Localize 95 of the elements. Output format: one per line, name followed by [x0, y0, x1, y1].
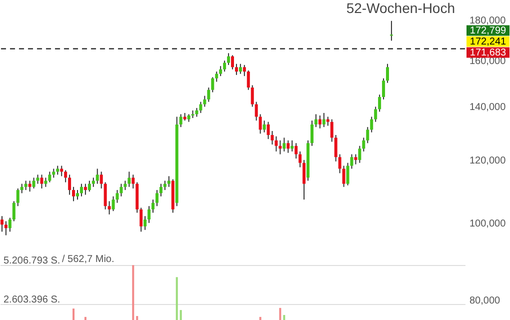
candlestick [36, 174, 40, 184]
candlestick [227, 52, 230, 66]
candlestick [44, 177, 48, 188]
ref-line-label: 52-Wochen-Hoch [346, 0, 455, 16]
candlestick [203, 95, 206, 108]
candlestick [84, 183, 87, 196]
candlestick [246, 70, 250, 90]
candlestick [72, 186, 76, 202]
candlestick [274, 136, 278, 152]
candlestick [12, 200, 16, 222]
candlestick [155, 190, 158, 207]
candlestick [386, 63, 389, 84]
text: 171,683 [470, 48, 507, 58]
candlestick [390, 20, 393, 42]
candlestick [370, 116, 374, 133]
candlestick [250, 84, 254, 108]
y2-tick-label: 2.603.396 S. [4, 294, 60, 306]
candlestick [318, 114, 322, 129]
candlestick [366, 126, 370, 144]
candlestick [223, 60, 226, 72]
candlestick [108, 200, 111, 215]
candlestick [374, 106, 378, 122]
candlestick [92, 177, 95, 188]
candlestick [294, 142, 298, 160]
candlestick [167, 176, 170, 188]
candlestick [132, 174, 135, 189]
candlestick [207, 87, 210, 102]
candlestick [378, 94, 382, 112]
y-tick-label: 140,000 [470, 102, 506, 114]
candlestick [159, 183, 162, 197]
candlestick [104, 182, 107, 210]
candlestick [8, 217, 12, 232]
candlestick [32, 177, 36, 189]
candlestick [179, 114, 182, 128]
candlestick [148, 206, 151, 224]
candlestick [199, 101, 202, 114]
candlestick [211, 76, 214, 93]
candlestick [128, 171, 131, 188]
candlestick [322, 112, 326, 128]
text: 172,799 [470, 26, 507, 36]
candlestick [88, 180, 91, 192]
candlestick [215, 71, 218, 82]
candlestick [24, 180, 28, 191]
candlestick [40, 174, 44, 189]
candlestick [358, 145, 362, 164]
candlestick [124, 180, 127, 191]
candlestick [334, 134, 338, 162]
candlestick [290, 140, 294, 152]
y-tick-label: 180,000 [470, 15, 506, 26]
candlestick [382, 78, 386, 100]
candlestick [238, 63, 242, 74]
candlestick [0, 216, 4, 232]
candlestick [314, 114, 318, 128]
candlestick [28, 180, 32, 192]
candlestick [48, 171, 52, 183]
candlestick [330, 118, 334, 142]
candlestick [20, 183, 24, 194]
candlestick [163, 180, 166, 191]
annotation: / 562,7 Mio. [62, 254, 114, 265]
candlestick [298, 150, 302, 168]
y-tick-label: 120,000 [470, 155, 506, 166]
candlestick [144, 216, 147, 230]
candlestick [286, 140, 290, 154]
candlestick [60, 165, 64, 177]
candlestick [80, 183, 83, 197]
candlestick [254, 101, 258, 122]
candlestick [262, 120, 266, 133]
candlestick [100, 171, 103, 189]
candlestick [302, 159, 306, 200]
text: 172,241 [470, 36, 507, 48]
candlestick [354, 154, 358, 165]
y-tick-label: 80,000 [470, 296, 501, 307]
candlestick [68, 174, 72, 196]
candlestick [326, 116, 330, 126]
candlestick [96, 168, 99, 184]
candlestick [152, 199, 155, 214]
candlestick [338, 154, 342, 174]
candlestick [234, 63, 238, 76]
candlestick [242, 64, 246, 77]
candlestick [76, 190, 79, 200]
candlestick [140, 207, 143, 232]
candlestick [362, 137, 366, 152]
candlestick [278, 140, 282, 155]
candlestick [4, 220, 8, 236]
candlestick [310, 120, 314, 146]
candlestick [16, 188, 20, 207]
candlestick [64, 170, 68, 183]
candlestick [282, 137, 286, 152]
candlestick [231, 54, 234, 70]
y-tick-label: 100,000 [470, 218, 506, 230]
candlestick [342, 165, 346, 188]
y2-tick-label: 5.206.793 S. [4, 255, 60, 266]
candlestick [258, 114, 262, 134]
candlestick [120, 183, 123, 197]
candlestick [219, 66, 222, 77]
